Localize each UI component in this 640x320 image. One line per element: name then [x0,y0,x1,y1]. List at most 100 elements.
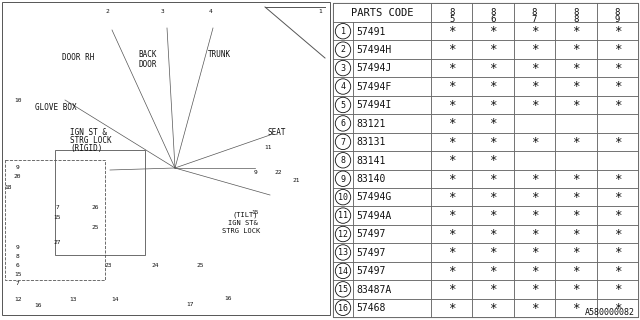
Bar [431,40,472,59]
Text: 9: 9 [16,245,20,250]
Text: *: * [448,265,456,278]
Bar [472,299,514,317]
Text: *: * [614,136,621,149]
Bar [556,243,596,262]
Circle shape [335,42,351,57]
Bar [596,243,638,262]
Bar [333,225,353,243]
Text: IGN ST&: IGN ST& [228,220,258,226]
Text: 26: 26 [92,205,99,210]
Bar [472,280,514,299]
Text: 1: 1 [340,27,346,36]
Bar [353,225,431,243]
Text: TRUNK: TRUNK [208,50,231,59]
Text: *: * [614,25,621,38]
Bar [472,40,514,59]
Bar [514,77,555,96]
Bar [472,206,514,225]
Bar [596,132,638,151]
Bar [596,151,638,170]
Text: *: * [531,80,538,93]
Text: *: * [614,172,621,186]
Bar [333,3,431,22]
Text: *: * [614,301,621,315]
Bar [333,243,353,262]
Bar [514,188,555,206]
Circle shape [335,282,351,297]
Text: 8: 8 [573,15,579,24]
Text: *: * [531,191,538,204]
Text: 57468: 57468 [356,303,385,313]
Bar [596,299,638,317]
Text: 27: 27 [53,240,61,245]
Text: *: * [572,301,580,315]
Bar [333,22,353,40]
Text: *: * [490,80,497,93]
Text: *: * [448,62,456,75]
Circle shape [335,116,351,131]
Text: *: * [614,80,621,93]
Text: 18: 18 [4,185,12,190]
Bar [556,170,596,188]
Text: 83140: 83140 [356,174,385,184]
Bar [333,59,353,77]
Text: *: * [614,246,621,259]
Bar [556,206,596,225]
Bar [514,96,555,114]
Text: *: * [572,209,580,222]
Bar [333,77,353,96]
Text: 9: 9 [253,170,257,175]
Bar [514,40,555,59]
Text: *: * [448,80,456,93]
Bar [431,225,472,243]
Text: *: * [531,301,538,315]
Bar [472,114,514,132]
Bar [556,3,596,22]
Bar [353,22,431,40]
Text: *: * [614,44,621,56]
Text: *: * [448,117,456,130]
Text: 83487A: 83487A [356,285,391,295]
Text: 57497: 57497 [356,229,385,239]
Text: 13: 13 [338,248,348,257]
Text: *: * [531,172,538,186]
Text: *: * [490,99,497,112]
Text: *: * [531,136,538,149]
Text: STRG LOCK: STRG LOCK [70,136,111,145]
Text: 3: 3 [340,64,346,73]
Text: PARTS CODE: PARTS CODE [351,7,413,18]
Text: *: * [490,172,497,186]
Bar [472,188,514,206]
Bar [514,243,555,262]
Text: 9: 9 [614,15,620,24]
Circle shape [335,208,351,223]
Text: *: * [531,283,538,296]
Bar [556,280,596,299]
Bar [333,262,353,280]
Text: 6: 6 [340,119,346,128]
Bar [472,96,514,114]
Bar [333,280,353,299]
Text: *: * [490,117,497,130]
Text: 25: 25 [92,225,99,230]
Text: *: * [572,25,580,38]
Circle shape [335,60,351,76]
Text: *: * [614,209,621,222]
Text: *: * [490,191,497,204]
Text: 4: 4 [340,82,346,91]
Text: 5: 5 [449,15,454,24]
Bar [472,262,514,280]
Text: 2: 2 [105,9,109,14]
Text: *: * [572,228,580,241]
Bar [333,188,353,206]
Bar [431,262,472,280]
Circle shape [335,263,351,279]
Text: *: * [490,301,497,315]
Text: *: * [448,246,456,259]
Bar [514,151,555,170]
Bar [514,59,555,77]
Text: *: * [448,301,456,315]
Bar [556,96,596,114]
Bar [353,40,431,59]
Bar [353,243,431,262]
